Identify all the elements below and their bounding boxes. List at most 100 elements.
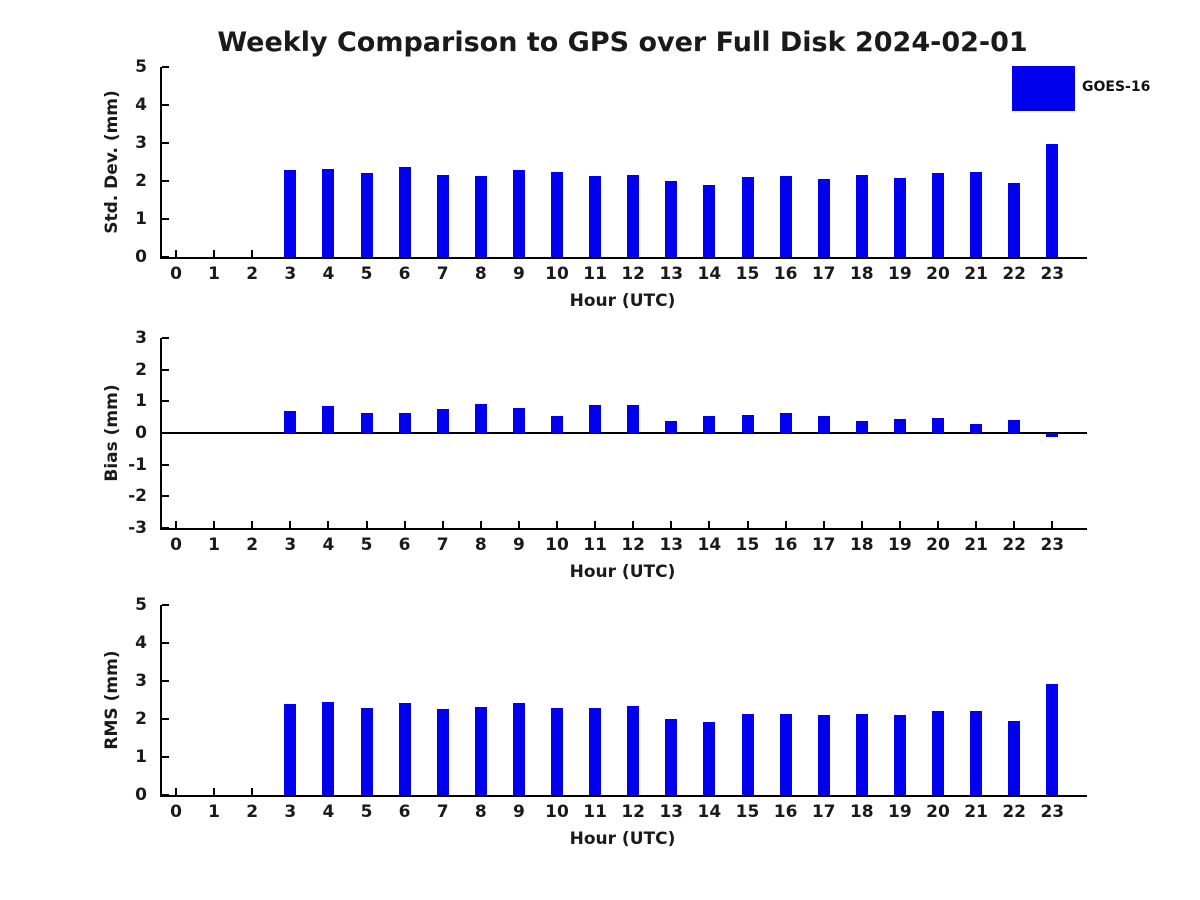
bar-hour-7 <box>436 175 449 257</box>
bias-plot-area: 3 2 1 0 -1 -2 -3 0 1 2 3 4 5 6 7 8 9 10 11 12 13 14 15 16 17 18 19… <box>128 328 1087 555</box>
y-tick-label: 0 <box>135 247 147 267</box>
y-axis-tick <box>162 756 169 758</box>
y-tick-label: 0 <box>135 785 147 805</box>
y-axis-tick <box>162 680 169 682</box>
rms-chart: RMS (mm) 0 1 2 3 4 5 0 1 2 3 4 5 6 7 8 9 10 11 12 13 14 15 16 1… <box>0 595 1200 865</box>
bar-hour-17 <box>817 415 830 433</box>
x-axis-tick <box>441 521 444 528</box>
legend-series-label: GOES-16 <box>1082 79 1151 95</box>
x-tick-label: 23 <box>1040 535 1065 555</box>
bar-hour-12 <box>627 404 640 433</box>
bar-hour-17 <box>817 178 830 257</box>
x-tick-label: 20 <box>926 802 950 822</box>
x-tick-label: 0 <box>170 535 182 555</box>
bar-hour-16 <box>779 413 792 433</box>
bar-hour-12 <box>627 705 640 795</box>
y-tick-label: 1 <box>135 391 147 412</box>
bar-hour-4 <box>322 405 335 433</box>
bar-hour-20 <box>932 418 944 433</box>
x-axis-tick <box>670 521 673 528</box>
x-axis-tick <box>746 521 749 528</box>
x-axis-tick <box>632 521 635 528</box>
x-tick-label: 5 <box>360 802 373 822</box>
x-axis-tick <box>860 521 863 528</box>
x-tick-label: 13 <box>659 264 684 284</box>
y-tick-label: -1 <box>128 454 147 475</box>
x-axis-tick <box>975 521 978 528</box>
x-axis-tick <box>251 788 254 795</box>
x-axis-tick <box>479 521 482 528</box>
x-tick-label: 3 <box>284 264 297 284</box>
bar-hour-23 <box>1046 684 1059 795</box>
y-axis-tick <box>162 180 169 182</box>
x-axis-tick <box>822 521 825 528</box>
x-tick-label: 21 <box>964 264 988 284</box>
x-tick-label: 4 <box>322 264 335 284</box>
x-tick-label: 9 <box>512 264 525 284</box>
x-tick-label: 2 <box>246 802 259 822</box>
bar-hour-8 <box>474 176 487 257</box>
x-tick-label: 14 <box>697 802 722 822</box>
bar-hour-18 <box>855 174 868 257</box>
y-axis-tick <box>162 463 169 466</box>
y-axis-tick <box>162 218 169 220</box>
y-axis-tick <box>162 142 169 144</box>
bar-hour-8 <box>474 707 487 795</box>
x-tick-label: 18 <box>849 802 874 822</box>
x-axis-tick <box>175 250 177 257</box>
y-tick-label: 4 <box>135 633 147 653</box>
x-tick-label: 12 <box>621 264 646 284</box>
x-axis-tick <box>1051 521 1054 528</box>
x-tick-label: 1 <box>208 535 221 555</box>
x-axis-tick <box>213 521 216 528</box>
x-tick-label: 19 <box>888 264 912 284</box>
bar-hour-13 <box>665 421 678 433</box>
bar-hour-7 <box>436 709 449 795</box>
x-tick-label: 7 <box>436 264 449 284</box>
x-tick-label: 16 <box>773 264 798 284</box>
stddev-chart: Std. Dev. (mm) 0 1 2 3 4 5 0 1 2 3 4 5 6 7 8 9 10 11 12 13 1… <box>0 57 1200 327</box>
x-axis-tick <box>898 521 901 528</box>
x-tick-label: 4 <box>322 802 335 822</box>
bar-hour-20 <box>932 173 944 257</box>
x-tick-label: 23 <box>1040 802 1065 822</box>
y-axis-tick <box>162 718 169 720</box>
x-tick-label: 3 <box>284 802 297 822</box>
x-axis-tick <box>556 521 558 528</box>
x-axis-tick <box>251 250 254 257</box>
bar-hour-18 <box>855 713 868 795</box>
y-axis-tick <box>162 495 169 498</box>
bar-hour-4 <box>322 701 335 795</box>
y-tick-label: 3 <box>135 328 147 348</box>
x-tick-label: 20 <box>926 535 950 555</box>
x-tick-label: 1 <box>208 264 221 284</box>
bar-hour-21 <box>970 424 983 433</box>
x-tick-label: 17 <box>811 802 836 822</box>
x-axis-tick <box>289 521 292 528</box>
x-axis-tick <box>365 521 368 528</box>
x-axis-tick <box>937 521 939 528</box>
bar-hour-18 <box>855 421 868 433</box>
x-tick-label: 15 <box>735 535 760 555</box>
bar-hour-10 <box>551 707 563 795</box>
rms-plot-area: 0 1 2 3 4 5 0 1 2 3 4 5 6 7 8 9 10 11 12 13 14 15 16 17 18 19 20 21… <box>135 595 1087 822</box>
bar-hour-21 <box>970 710 983 795</box>
y-tick-label: 5 <box>135 57 147 77</box>
y-axis-tick <box>162 527 169 529</box>
x-tick-label: 0 <box>170 802 182 822</box>
bar-hour-14 <box>703 184 716 257</box>
bar-hour-14 <box>703 416 716 433</box>
x-axis-tick <box>708 521 711 528</box>
bar-hour-19 <box>893 419 906 433</box>
x-tick-label: 22 <box>1002 264 1027 284</box>
x-tick-label: 8 <box>474 802 487 822</box>
bar-hour-5 <box>360 708 373 795</box>
x-tick-label: 15 <box>735 802 760 822</box>
y-axis-tick <box>162 337 169 339</box>
y-tick-label: 2 <box>135 709 147 729</box>
bar-hour-9 <box>512 170 525 257</box>
bar-hour-7 <box>436 409 449 434</box>
rms-y-axis-label: RMS (mm) <box>102 650 122 750</box>
bar-hour-17 <box>817 715 830 795</box>
x-tick-label: 0 <box>170 264 182 284</box>
